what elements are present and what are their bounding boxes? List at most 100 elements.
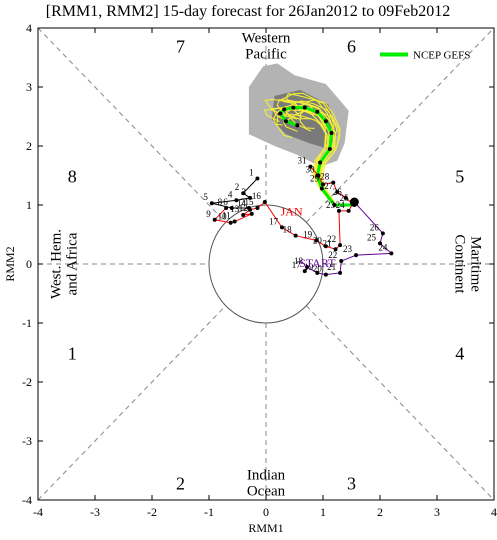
start-track-point <box>389 251 394 256</box>
y-tick-label: -3 <box>22 434 32 448</box>
start-track-point-label: 26 <box>370 222 380 232</box>
observed-jan-point-label: 31 <box>297 156 306 166</box>
observed-dec-point <box>255 176 260 181</box>
start-track-point-label: 19 <box>304 262 314 272</box>
observed-jan-point-label: 14 <box>237 199 247 209</box>
observed-jan-point-label: 8 <box>218 197 223 207</box>
ensemble-mean-point <box>323 119 328 124</box>
observed-jan-point <box>336 208 341 213</box>
region-label: Western Pacific <box>242 31 291 63</box>
observed-jan-point <box>314 238 319 243</box>
region-label: MaritimeContinent <box>451 234 483 294</box>
observed-jan-point-label: 16 <box>252 191 262 201</box>
ensemble-mean-point <box>278 111 283 116</box>
phase-label-8: 8 <box>68 167 77 187</box>
observed-jan-point <box>343 195 348 200</box>
start-track-point-label: 23 <box>343 244 353 254</box>
observed-jan-point <box>228 220 233 225</box>
ensemble-mean-point <box>318 160 323 165</box>
x-tick-label: 2 <box>377 505 383 519</box>
forecast-start-point <box>349 197 359 207</box>
x-axis-title: RMM1 <box>248 521 283 535</box>
observed-jan-point <box>224 205 229 210</box>
ensemble-mean-point <box>329 131 334 136</box>
region-label: Indian Ocean <box>247 467 286 499</box>
y-tick-label: 4 <box>26 21 32 35</box>
ensemble-mean-point <box>327 146 332 151</box>
region-label-line: Indian <box>247 467 286 483</box>
observed-jan-point <box>335 190 340 195</box>
observed-dec-point <box>229 205 234 210</box>
y-tick-label: 3 <box>26 80 32 94</box>
start-track-point-label: 24 <box>378 242 388 252</box>
region-label-line: Western <box>242 31 291 47</box>
start-track-point-label: 20 <box>313 264 323 274</box>
observed-jan-point-label: 21 <box>323 238 332 248</box>
observed-dec-point <box>209 201 214 206</box>
ensemble-mean-point <box>319 186 324 191</box>
observed-jan-point <box>346 208 351 213</box>
observed-jan-point-label: 19 <box>303 229 313 239</box>
start-track-point <box>323 272 328 277</box>
observed-jan-point-label: 17 <box>269 216 279 226</box>
observed-dec-point <box>234 198 239 203</box>
x-tick-label: 3 <box>434 505 440 519</box>
observed-jan-point-label: 27 <box>324 181 334 191</box>
observed-jan-point <box>316 173 321 178</box>
observed-jan-point-label: 11 <box>222 211 231 221</box>
observed-jan-point <box>321 182 325 187</box>
observed-dec-point <box>241 191 246 196</box>
x-tick-label: 4 <box>491 505 497 519</box>
phase-label-6: 6 <box>347 37 356 57</box>
region-label: West. Hem.and Africa <box>49 229 81 299</box>
chart-title: [RMM1, RMM2] 15-day forecast for 26Jan20… <box>46 3 450 20</box>
y-tick-label: -4 <box>22 493 32 507</box>
ensemble-mean-point <box>283 119 288 124</box>
observed-jan-point <box>338 243 343 248</box>
observed-jan-point <box>308 164 313 169</box>
phase-label-3: 3 <box>347 473 356 493</box>
ensemble-mean-point <box>295 123 300 128</box>
observed-dec-point-label: 2 <box>235 182 240 192</box>
phase-boundary-diagonal <box>305 305 495 501</box>
observed-jan-point-label: 22 <box>327 234 336 244</box>
phase-label-2: 2 <box>176 473 185 493</box>
region-label-line: Maritime <box>467 236 483 292</box>
region-label-line: West. Hem. <box>49 229 65 299</box>
observed-jan-point-label: 23 <box>326 200 336 210</box>
ensemble-member-line <box>263 104 355 206</box>
observed-jan-point <box>212 217 217 222</box>
start-track-point <box>305 264 310 269</box>
start-track-point <box>302 269 307 274</box>
observed-dec-point-label: 6 <box>223 197 228 207</box>
observed-jan-point <box>323 244 328 249</box>
unit-circle <box>208 204 324 324</box>
observed-jan-point <box>331 180 336 185</box>
observed-dec-point <box>248 195 253 200</box>
observed-dec-point-label: 5 <box>203 192 208 202</box>
phase-boundary-diagonal <box>37 27 227 223</box>
start-track-point <box>315 270 320 275</box>
y-tick-label: -2 <box>22 375 32 389</box>
phase-label-5: 5 <box>455 167 464 187</box>
observed-jan-point <box>241 213 246 218</box>
observed-jan-point <box>262 200 267 205</box>
x-tick-label: -2 <box>147 505 157 519</box>
observed-jan-point-label: 28 <box>320 172 330 182</box>
observed-jan-point <box>232 219 237 224</box>
observed-jan-point-label: 30 <box>305 165 315 175</box>
ensemble-mean-point <box>332 203 337 207</box>
y-tick-label: 2 <box>26 139 32 153</box>
observed-jan-point-label: 18 <box>283 225 293 235</box>
x-tick-label: -1 <box>204 505 214 519</box>
observed-jan-point-label: 10 <box>218 212 228 222</box>
observed-jan-point-label: 29 <box>310 173 320 183</box>
observed-dec-point-label: 1 <box>249 167 254 177</box>
legend-label: NCEP GEFS <box>413 50 470 62</box>
observed-jan-point-label: 13 <box>230 204 240 214</box>
ensemble-mean-point <box>282 107 287 112</box>
x-tick-label: -3 <box>90 505 100 519</box>
phase-label-4: 4 <box>455 344 464 364</box>
observed-jan-point <box>249 211 254 216</box>
